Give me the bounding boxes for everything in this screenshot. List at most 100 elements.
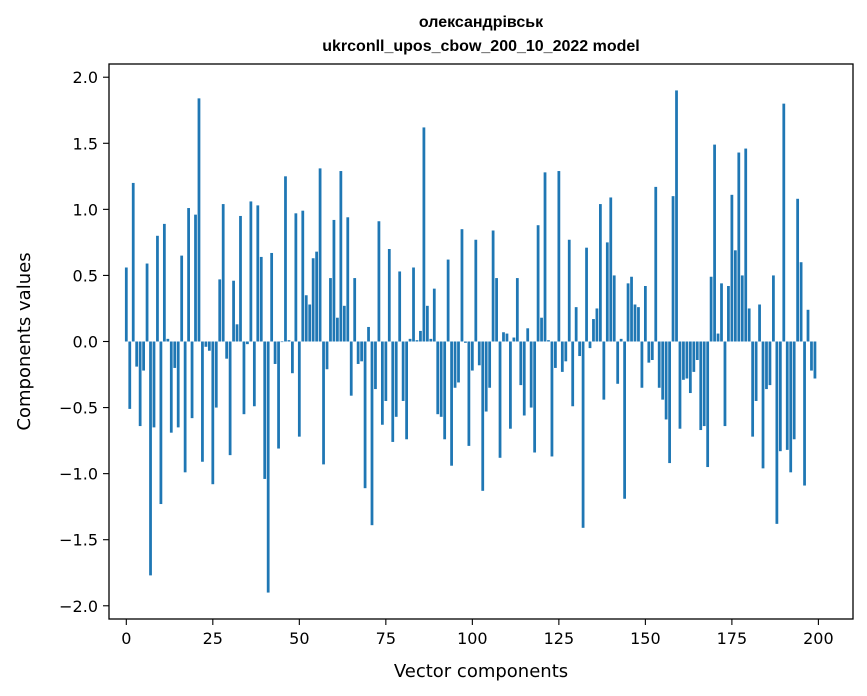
bar — [716, 333, 720, 342]
bar — [419, 330, 422, 342]
bar — [232, 280, 235, 342]
bar — [218, 279, 222, 342]
bar — [588, 341, 592, 349]
bar — [796, 198, 800, 342]
bar — [723, 341, 727, 427]
bar — [342, 305, 346, 342]
bar — [273, 341, 277, 364]
bar — [792, 341, 796, 440]
y-tick-label: 1.5 — [73, 134, 98, 153]
bar — [758, 304, 761, 342]
bar — [602, 341, 606, 400]
bar — [481, 341, 485, 491]
bar — [322, 341, 325, 465]
bar — [221, 204, 225, 342]
bar — [239, 215, 242, 342]
y-tick-label: −1.5 — [59, 531, 98, 550]
bar — [315, 251, 319, 342]
bar — [733, 250, 737, 342]
bar — [425, 305, 429, 342]
bar — [560, 341, 564, 372]
x-tick-label: 50 — [289, 629, 309, 648]
chart-title-line1: олександрівськ — [419, 14, 544, 31]
bar — [529, 341, 533, 408]
y-axis-ticks: −2.0 −1.5 −1.0 −0.5 0.0 0.5 1.0 1.5 2.0 — [59, 68, 109, 616]
bar — [775, 341, 779, 524]
bar — [169, 341, 173, 433]
bar — [554, 341, 557, 368]
bar — [436, 341, 440, 415]
bar — [308, 304, 312, 342]
bar — [498, 341, 502, 458]
bar — [194, 214, 197, 342]
bar — [675, 90, 678, 342]
bar — [512, 337, 516, 342]
bar — [643, 286, 647, 342]
bar — [457, 341, 460, 383]
bar — [713, 144, 716, 342]
bar — [301, 210, 305, 342]
bar — [474, 239, 478, 342]
bar — [699, 341, 703, 431]
bar — [408, 338, 412, 342]
bar — [571, 341, 575, 407]
x-tick-label: 75 — [376, 629, 396, 648]
bar — [581, 341, 585, 528]
bar — [813, 341, 817, 379]
bar — [135, 341, 139, 367]
bar — [671, 196, 675, 342]
bar — [778, 341, 782, 452]
bar — [128, 341, 132, 409]
bar — [225, 341, 229, 359]
x-axis-ticks: 0 25 50 75 100 125 150 175 200 — [121, 619, 834, 648]
bar — [754, 341, 758, 401]
y-tick-label: −0.5 — [59, 399, 98, 418]
bar — [446, 259, 450, 342]
bar — [349, 341, 353, 396]
bar — [443, 341, 447, 440]
bar — [564, 341, 568, 362]
bar — [394, 341, 398, 417]
bar — [346, 217, 350, 342]
bar — [190, 341, 194, 419]
bar — [297, 341, 301, 437]
bar — [526, 328, 530, 342]
bar — [502, 332, 505, 342]
bar — [785, 341, 789, 450]
bar — [751, 341, 755, 437]
bar-series — [124, 90, 817, 593]
bar — [391, 341, 395, 442]
bar — [432, 288, 436, 342]
x-tick-label: 150 — [630, 629, 661, 648]
bar — [353, 278, 357, 342]
bar — [737, 152, 741, 342]
bar — [495, 278, 498, 342]
bar — [291, 341, 294, 374]
bar — [405, 341, 408, 440]
bar — [176, 341, 180, 428]
y-tick-label: 0.5 — [73, 266, 98, 285]
bar — [765, 341, 768, 390]
bar — [256, 205, 260, 342]
bar — [605, 242, 609, 342]
bar — [533, 341, 537, 453]
y-tick-label: −1.0 — [59, 465, 98, 484]
bar — [284, 176, 287, 342]
bar — [505, 333, 509, 342]
y-tick-label: −2.0 — [59, 597, 98, 616]
bar — [709, 276, 713, 342]
bar — [595, 308, 599, 342]
bar — [664, 341, 668, 420]
bar — [803, 341, 806, 486]
bar — [567, 239, 571, 342]
bar — [145, 263, 149, 342]
bar — [550, 341, 554, 457]
bar — [183, 341, 187, 473]
bar — [166, 338, 170, 342]
bar — [661, 341, 665, 400]
bar — [415, 340, 419, 342]
bar — [304, 295, 308, 342]
bar — [159, 341, 163, 505]
bar — [616, 341, 620, 384]
